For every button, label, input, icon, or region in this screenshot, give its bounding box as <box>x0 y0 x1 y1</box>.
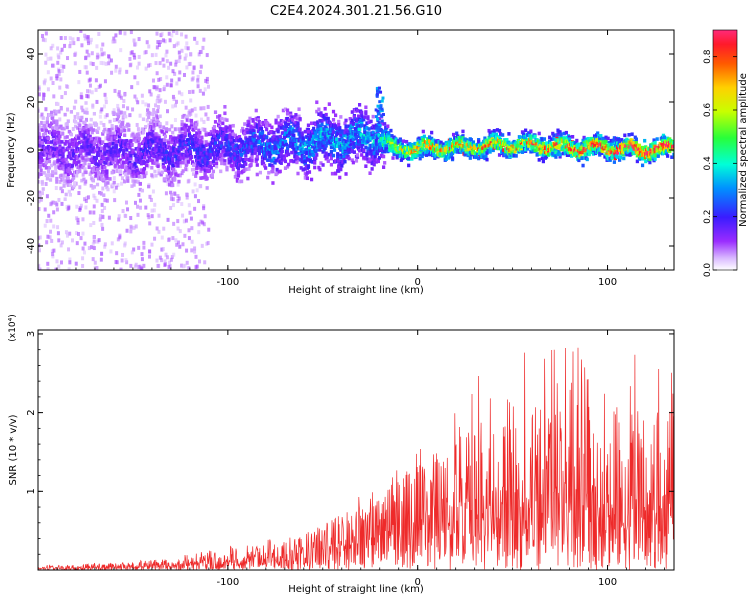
colorbar <box>713 30 737 270</box>
spectrogram-xtick-label: -100 <box>216 277 239 288</box>
colorbar-tick-label: 0.4 <box>703 156 713 171</box>
snr-multiplier: (x10⁴) <box>8 314 18 341</box>
snr-ytick-label: 1 <box>26 488 37 494</box>
spectrogram-heatmap <box>36 29 675 272</box>
spectrogram-ytick-label: -20 <box>26 190 37 206</box>
figure-title: C2E4.2024.301.21.56.G10 <box>270 4 442 19</box>
snr-xtick-label: 100 <box>598 577 617 588</box>
snr-ytick-label: 3 <box>26 331 37 337</box>
colorbar-tick-label: 0.8 <box>703 49 713 64</box>
snr-series-line <box>38 348 674 570</box>
spectrogram-ytick-label: 0 <box>26 147 37 153</box>
snr-ylabel: SNR (10 * v/v) <box>8 414 19 485</box>
snr-ytick-label: 2 <box>26 409 37 415</box>
snr-xlabel: Height of straight line (km) <box>288 584 424 595</box>
snr-xtick-label: -100 <box>216 577 239 588</box>
spectrogram-xtick-label: 100 <box>598 277 617 288</box>
colorbar-tick-label: 0.6 <box>703 103 713 118</box>
spectrogram-ylabel: Frequency (Hz) <box>6 112 17 188</box>
spectrogram-ytick-label: -40 <box>26 238 37 254</box>
colorbar-tick-label: 0.2 <box>703 210 713 224</box>
spectrogram-ytick-label: 20 <box>26 96 37 109</box>
spectrogram-ytick-label: 40 <box>26 48 37 61</box>
colorbar-label: Normalized spectral amplitude <box>738 73 749 227</box>
spectrogram-xlabel: Height of straight line (km) <box>288 285 424 296</box>
colorbar-tick-label: 0.0 <box>703 263 713 278</box>
